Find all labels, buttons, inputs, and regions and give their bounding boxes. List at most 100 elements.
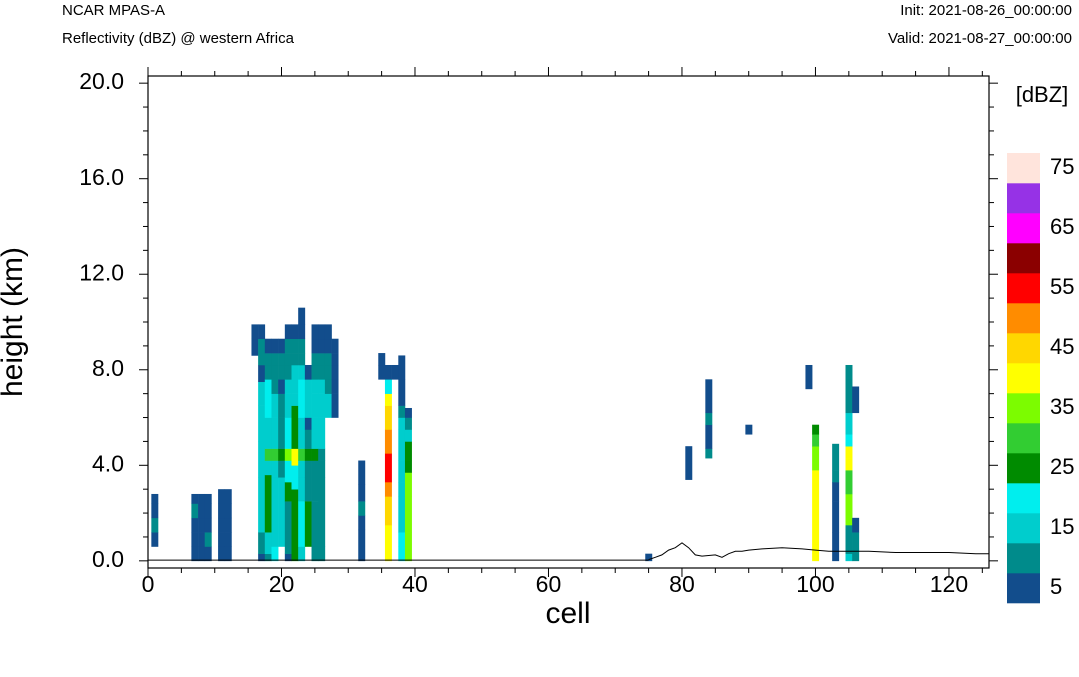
reflectivity-cell bbox=[151, 503, 159, 519]
reflectivity-cell bbox=[291, 546, 299, 562]
x-tick-label: 20 bbox=[269, 571, 295, 597]
reflectivity-cell bbox=[404, 532, 412, 562]
reflectivity-cell bbox=[384, 393, 392, 406]
reflectivity-cell bbox=[298, 460, 306, 478]
reflectivity-cell bbox=[318, 353, 326, 366]
reflectivity-cell bbox=[191, 517, 199, 533]
reflectivity-cell bbox=[258, 477, 266, 533]
reflectivity-cell bbox=[324, 364, 332, 380]
y-tick-label: 0.0 bbox=[92, 546, 124, 572]
reflectivity-cell bbox=[311, 379, 319, 394]
reflectivity-cell bbox=[384, 482, 392, 497]
reflectivity-cell bbox=[198, 503, 206, 519]
reflectivity-cell bbox=[264, 460, 272, 476]
reflectivity-cell bbox=[278, 477, 286, 547]
colorbar-tick-label: 65 bbox=[1050, 214, 1074, 239]
colorbar-swatch bbox=[1007, 393, 1040, 424]
reflectivity-cell bbox=[404, 460, 412, 473]
colorbar-swatch bbox=[1007, 153, 1040, 184]
colorbar-tick-label: 35 bbox=[1050, 394, 1074, 419]
x-tick-label: 80 bbox=[669, 571, 695, 597]
reflectivity-cell bbox=[264, 417, 272, 449]
reflectivity-cell bbox=[264, 379, 272, 418]
reflectivity-cell bbox=[398, 417, 406, 430]
reflectivity-cell bbox=[311, 477, 319, 502]
reflectivity-cell bbox=[311, 417, 319, 449]
colorbar-swatch bbox=[1007, 483, 1040, 514]
reflectivity-cell bbox=[832, 482, 840, 502]
field-title: Reflectivity (dBZ) @ western Africa bbox=[62, 30, 294, 47]
x-tick-labels: 0 20 40 60 80 100 120 bbox=[142, 571, 969, 597]
reflectivity-cell bbox=[224, 489, 232, 504]
reflectivity-cell bbox=[311, 460, 319, 478]
reflectivity-cell bbox=[204, 503, 212, 519]
reflectivity-cell bbox=[812, 446, 820, 471]
reflectivity-cell bbox=[852, 517, 860, 533]
colorbar-swatch bbox=[1007, 423, 1040, 454]
reflectivity-cell bbox=[311, 393, 319, 418]
reflectivity-cell bbox=[271, 353, 279, 366]
reflectivity-cell bbox=[318, 379, 326, 394]
x-tick-label: 120 bbox=[930, 571, 968, 597]
reflectivity-cell bbox=[278, 393, 286, 418]
reflectivity-cell bbox=[311, 546, 319, 562]
colorbar-swatch bbox=[1007, 543, 1040, 574]
reflectivity-cell bbox=[304, 364, 312, 380]
reflectivity-cell bbox=[398, 460, 406, 483]
reflectivity-cell bbox=[271, 393, 279, 418]
reflectivity-cell bbox=[832, 470, 840, 483]
reflectivity-cell bbox=[324, 324, 332, 340]
reflectivity-cell bbox=[191, 532, 199, 547]
axis-ticks bbox=[139, 67, 998, 577]
reflectivity-cell bbox=[218, 546, 226, 562]
reflectivity-cell bbox=[404, 429, 412, 442]
reflectivity-cell bbox=[705, 379, 713, 414]
reflectivity-cell bbox=[271, 546, 279, 562]
reflectivity-cell bbox=[398, 429, 406, 461]
reflectivity-cell bbox=[291, 353, 299, 366]
reflectivity-cell bbox=[398, 532, 406, 547]
reflectivity-cell bbox=[278, 364, 286, 380]
reflectivity-cell bbox=[284, 448, 292, 461]
reflectivity-cell bbox=[304, 417, 312, 430]
reflectivity-cell bbox=[318, 338, 326, 354]
reflectivity-cell bbox=[318, 364, 326, 380]
reflectivity-cell bbox=[645, 553, 653, 562]
reflectivity-cell bbox=[224, 503, 232, 519]
reflectivity-cell bbox=[298, 417, 306, 449]
reflectivity-cell bbox=[284, 324, 292, 340]
reflectivity-cell bbox=[204, 517, 212, 533]
reflectivity-cell bbox=[258, 405, 266, 442]
reflectivity-cell bbox=[298, 364, 306, 380]
reflectivity-cell bbox=[278, 353, 286, 366]
reflectivity-cell bbox=[258, 324, 266, 340]
reflectivity-cell bbox=[298, 448, 306, 461]
x-axis-label: cell bbox=[545, 597, 590, 630]
reflectivity-cell bbox=[311, 353, 319, 366]
colorbar-tick-label: 45 bbox=[1050, 334, 1074, 359]
reflectivity-cell bbox=[318, 546, 326, 562]
reflectivity-cell bbox=[284, 460, 292, 483]
reflectivity-cell bbox=[271, 460, 279, 478]
reflectivity-cell bbox=[284, 364, 292, 380]
reflectivity-cell bbox=[318, 393, 326, 418]
reflectivity-cell bbox=[845, 446, 853, 459]
reflectivity-cell bbox=[291, 393, 299, 406]
reflectivity-cell bbox=[271, 448, 279, 461]
reflectivity-cell bbox=[278, 338, 286, 354]
reflectivity-cell bbox=[324, 379, 332, 394]
reflectivity-cell bbox=[291, 324, 299, 340]
x-tick-label: 0 bbox=[142, 571, 155, 597]
reflectivity-cell bbox=[318, 417, 326, 449]
reflectivity-cell bbox=[264, 448, 272, 461]
reflectivity-cell bbox=[324, 338, 332, 354]
reflectivity-cell bbox=[324, 393, 332, 418]
reflectivity-cell bbox=[191, 503, 199, 519]
reflectivity-cell bbox=[304, 448, 312, 461]
reflectivity-cell bbox=[404, 407, 412, 418]
reflectivity-cell bbox=[264, 364, 272, 380]
reflectivity-cell bbox=[358, 529, 366, 562]
reflectivity-cell bbox=[284, 338, 292, 354]
reflectivity-cell bbox=[398, 482, 406, 497]
